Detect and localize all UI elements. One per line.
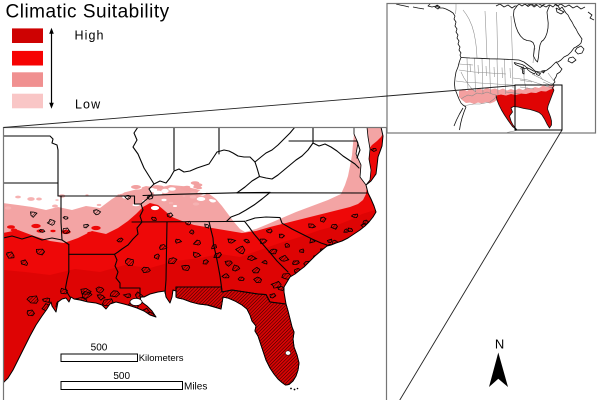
svg-text:Climatic Suitability: Climatic Suitability xyxy=(6,2,170,23)
svg-text:N: N xyxy=(495,336,504,351)
svg-text:Low: Low xyxy=(75,97,101,111)
svg-text:Miles: Miles xyxy=(184,382,207,393)
svg-text:500: 500 xyxy=(91,343,108,354)
svg-text:Kilometers: Kilometers xyxy=(139,353,184,364)
svg-text:500: 500 xyxy=(113,371,130,382)
svg-text:High: High xyxy=(75,29,105,43)
